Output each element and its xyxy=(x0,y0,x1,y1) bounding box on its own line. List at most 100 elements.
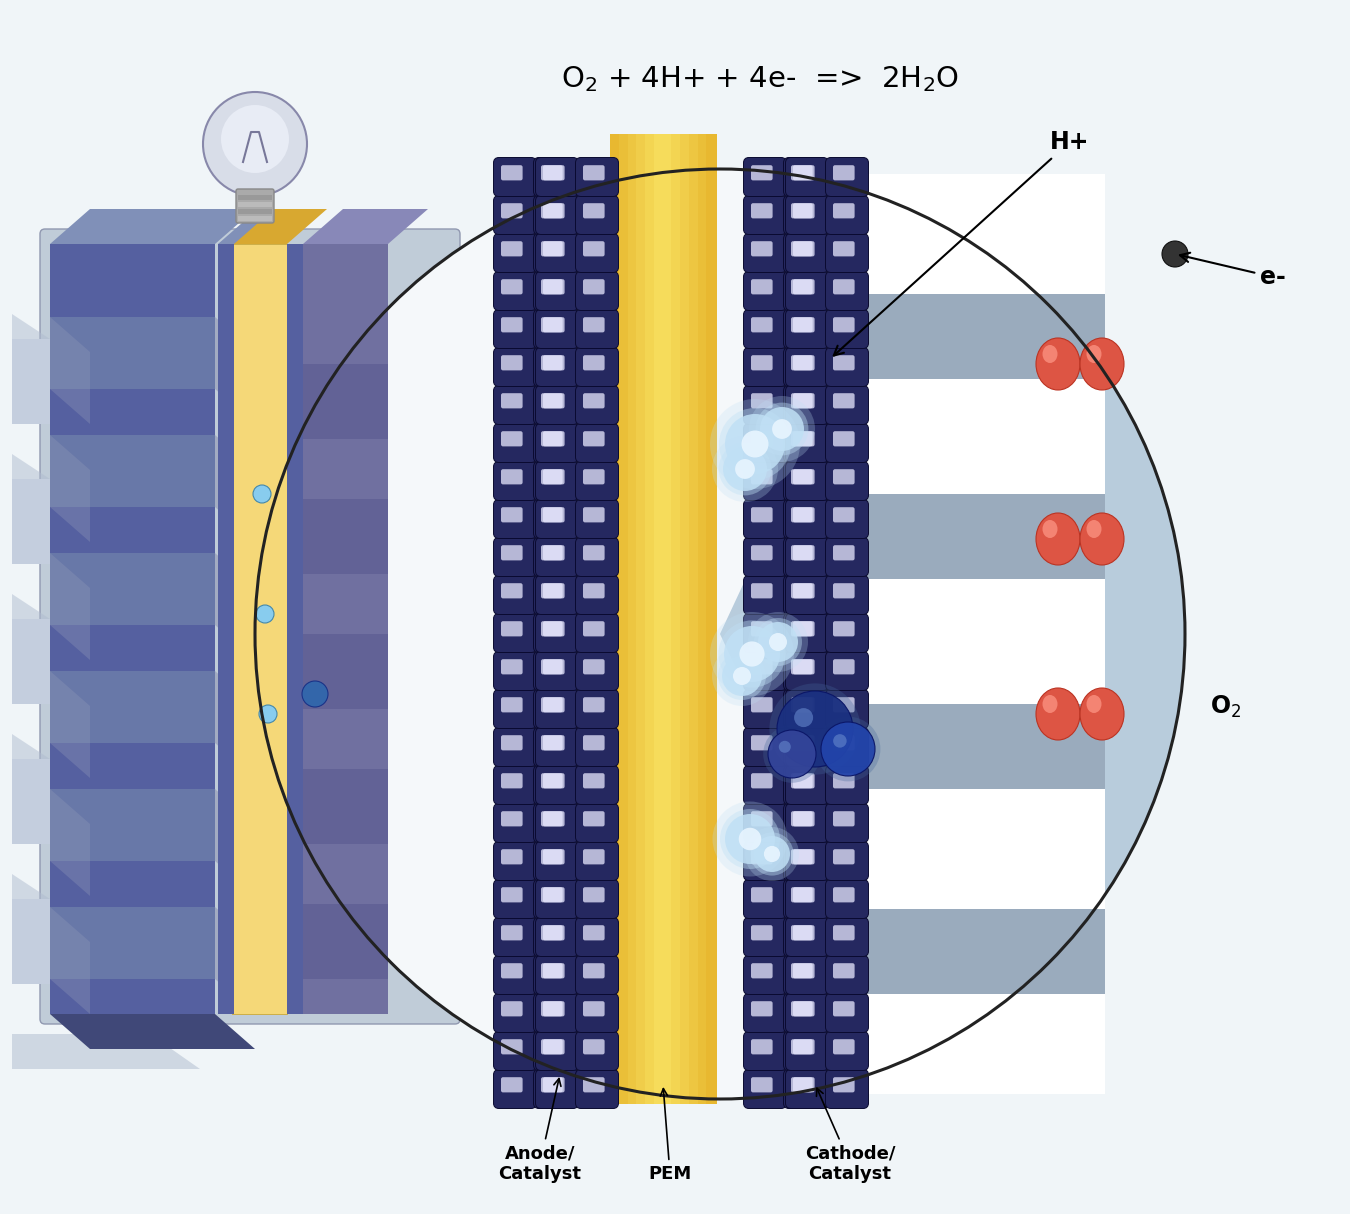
FancyBboxPatch shape xyxy=(791,887,813,902)
Polygon shape xyxy=(12,480,50,565)
Circle shape xyxy=(821,722,875,776)
FancyBboxPatch shape xyxy=(533,272,576,311)
FancyBboxPatch shape xyxy=(494,1070,536,1108)
Circle shape xyxy=(711,436,778,503)
FancyBboxPatch shape xyxy=(575,841,618,880)
Bar xyxy=(618,134,629,1104)
FancyBboxPatch shape xyxy=(751,242,772,256)
Circle shape xyxy=(748,612,809,673)
Polygon shape xyxy=(50,554,90,660)
Polygon shape xyxy=(215,554,255,660)
FancyBboxPatch shape xyxy=(533,310,576,348)
Circle shape xyxy=(745,827,799,881)
FancyBboxPatch shape xyxy=(833,697,855,713)
FancyBboxPatch shape xyxy=(791,583,813,599)
Polygon shape xyxy=(12,339,50,424)
FancyBboxPatch shape xyxy=(583,393,605,408)
Polygon shape xyxy=(215,671,255,778)
FancyBboxPatch shape xyxy=(494,424,536,463)
FancyBboxPatch shape xyxy=(791,963,813,978)
FancyBboxPatch shape xyxy=(792,431,814,447)
FancyBboxPatch shape xyxy=(825,272,868,311)
Circle shape xyxy=(769,683,860,775)
FancyBboxPatch shape xyxy=(825,766,868,805)
FancyBboxPatch shape xyxy=(833,622,855,636)
FancyBboxPatch shape xyxy=(786,1032,829,1071)
FancyBboxPatch shape xyxy=(791,356,813,370)
Bar xyxy=(698,134,709,1104)
FancyBboxPatch shape xyxy=(533,955,576,994)
FancyBboxPatch shape xyxy=(833,431,855,447)
FancyBboxPatch shape xyxy=(543,1077,564,1093)
FancyBboxPatch shape xyxy=(833,545,855,561)
FancyBboxPatch shape xyxy=(833,356,855,370)
FancyBboxPatch shape xyxy=(791,736,813,750)
FancyBboxPatch shape xyxy=(541,356,563,370)
Ellipse shape xyxy=(1042,345,1057,363)
Circle shape xyxy=(710,612,794,696)
FancyBboxPatch shape xyxy=(825,1070,868,1108)
FancyBboxPatch shape xyxy=(533,879,576,919)
FancyBboxPatch shape xyxy=(791,469,813,484)
FancyBboxPatch shape xyxy=(792,1077,814,1093)
FancyBboxPatch shape xyxy=(575,804,618,843)
FancyBboxPatch shape xyxy=(786,386,829,425)
FancyBboxPatch shape xyxy=(751,925,772,941)
Bar xyxy=(855,789,1106,909)
FancyBboxPatch shape xyxy=(791,393,813,408)
FancyBboxPatch shape xyxy=(536,955,579,994)
Bar xyxy=(688,134,699,1104)
Bar xyxy=(855,994,1106,1094)
Circle shape xyxy=(741,431,768,458)
FancyBboxPatch shape xyxy=(783,424,826,463)
FancyBboxPatch shape xyxy=(533,195,576,234)
Ellipse shape xyxy=(1035,514,1080,565)
Polygon shape xyxy=(215,789,255,896)
Polygon shape xyxy=(50,907,90,1014)
FancyBboxPatch shape xyxy=(536,993,579,1032)
FancyBboxPatch shape xyxy=(541,925,563,941)
FancyBboxPatch shape xyxy=(501,697,522,713)
FancyBboxPatch shape xyxy=(501,622,522,636)
FancyBboxPatch shape xyxy=(536,233,579,272)
FancyBboxPatch shape xyxy=(583,507,605,522)
FancyBboxPatch shape xyxy=(792,1002,814,1016)
Circle shape xyxy=(718,620,786,687)
FancyBboxPatch shape xyxy=(543,1002,564,1016)
FancyBboxPatch shape xyxy=(751,507,772,522)
FancyBboxPatch shape xyxy=(541,811,563,827)
FancyBboxPatch shape xyxy=(744,841,787,880)
FancyBboxPatch shape xyxy=(792,507,814,522)
FancyBboxPatch shape xyxy=(751,583,772,599)
Text: O$_2$: O$_2$ xyxy=(1210,694,1241,720)
Bar xyxy=(855,579,1106,704)
FancyBboxPatch shape xyxy=(786,272,829,311)
FancyBboxPatch shape xyxy=(744,538,787,577)
FancyBboxPatch shape xyxy=(575,499,618,539)
FancyBboxPatch shape xyxy=(583,203,605,219)
FancyBboxPatch shape xyxy=(744,386,787,425)
Ellipse shape xyxy=(1080,337,1125,390)
Circle shape xyxy=(710,399,801,489)
FancyBboxPatch shape xyxy=(783,918,826,957)
Bar xyxy=(302,634,387,709)
FancyBboxPatch shape xyxy=(536,690,579,728)
FancyBboxPatch shape xyxy=(744,918,787,957)
FancyBboxPatch shape xyxy=(833,1077,855,1093)
FancyBboxPatch shape xyxy=(825,690,868,728)
Ellipse shape xyxy=(1087,520,1102,538)
FancyBboxPatch shape xyxy=(783,690,826,728)
FancyBboxPatch shape xyxy=(575,347,618,386)
Circle shape xyxy=(772,419,792,439)
Ellipse shape xyxy=(1042,694,1057,713)
Bar xyxy=(671,134,682,1104)
FancyBboxPatch shape xyxy=(536,310,579,348)
FancyBboxPatch shape xyxy=(783,158,826,197)
Polygon shape xyxy=(50,671,90,778)
Polygon shape xyxy=(12,734,50,759)
Polygon shape xyxy=(12,759,50,844)
FancyBboxPatch shape xyxy=(744,613,787,652)
FancyBboxPatch shape xyxy=(791,811,813,827)
FancyBboxPatch shape xyxy=(751,1002,772,1016)
FancyBboxPatch shape xyxy=(501,811,522,827)
